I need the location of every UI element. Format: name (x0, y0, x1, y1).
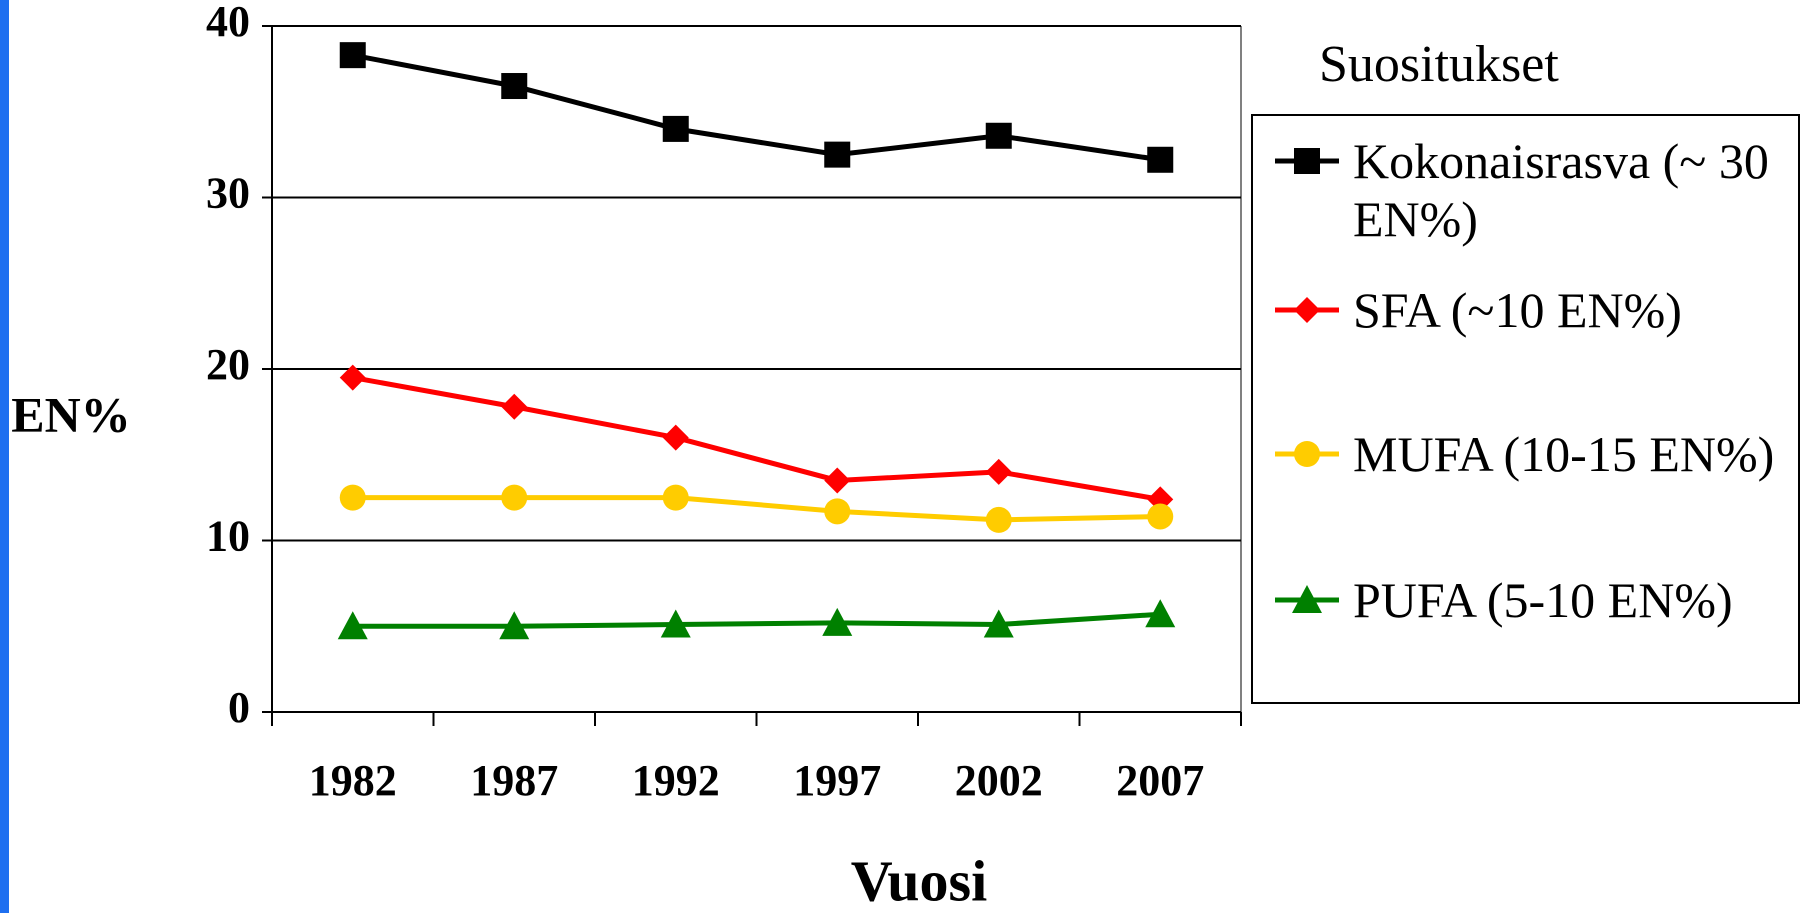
legend-label: MUFA (10-15 EN%) (1353, 426, 1775, 482)
marker (985, 458, 1012, 485)
marker (1145, 599, 1176, 628)
x-tick-label: 2002 (955, 756, 1043, 805)
marker (339, 364, 366, 391)
marker (501, 393, 528, 420)
y-tick-label: 30 (206, 169, 250, 218)
marker (501, 73, 528, 100)
series-line (352, 52, 1161, 163)
marker (1147, 503, 1174, 530)
x-axis-label: Vuosi (851, 848, 988, 913)
x-tick-label: 1987 (470, 756, 558, 805)
marker (985, 506, 1012, 533)
marker (985, 122, 1012, 149)
series-line (352, 495, 1161, 523)
marker (662, 424, 689, 451)
marker (1294, 297, 1320, 323)
marker (824, 467, 851, 494)
y-axis-label: EN% (11, 386, 130, 442)
x-tick-label: 2007 (1116, 756, 1204, 805)
marker (822, 607, 853, 636)
marker (660, 609, 691, 638)
legend-title: Suositukset (1319, 36, 1559, 93)
legend-label: PUFA (5-10 EN%) (1353, 572, 1733, 628)
series-line (352, 375, 1161, 502)
marker (1292, 585, 1322, 613)
legend-label: SFA (~10 EN%) (1353, 282, 1682, 338)
marker (1294, 148, 1320, 174)
marker (1147, 146, 1174, 173)
marker (501, 484, 528, 511)
marker (824, 498, 851, 525)
marker (662, 484, 689, 511)
marker (339, 484, 366, 511)
marker (1147, 486, 1174, 513)
series-line (352, 611, 1161, 629)
legend-box (1251, 114, 1800, 704)
x-tick-label: 1982 (309, 756, 397, 805)
y-tick-label: 10 (206, 512, 250, 561)
x-tick-label: 1992 (632, 756, 720, 805)
marker (1294, 441, 1320, 467)
side-strip (0, 0, 9, 913)
x-tick-label: 1997 (793, 756, 881, 805)
marker (983, 609, 1014, 638)
marker (662, 115, 689, 142)
marker (824, 141, 851, 168)
y-tick-label: 40 (206, 0, 250, 46)
y-tick-label: 20 (206, 340, 250, 389)
marker (339, 42, 366, 69)
y-tick-label: 0 (228, 683, 250, 732)
marker (337, 611, 368, 640)
marker (499, 611, 530, 640)
legend-label: Kokonaisrasva (~ 30 EN%) (1353, 133, 1769, 247)
